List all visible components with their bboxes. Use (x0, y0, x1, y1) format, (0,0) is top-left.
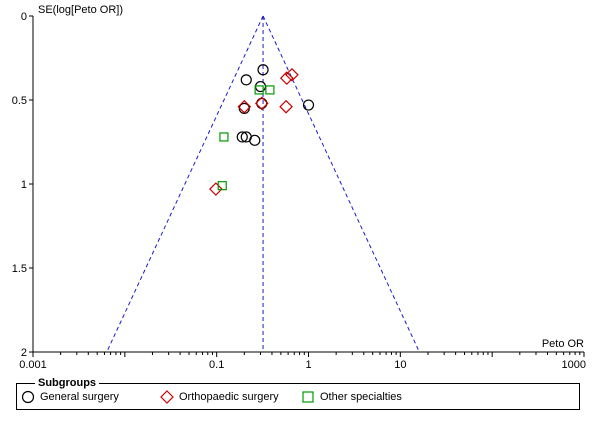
legend-item-general-surgery: General surgery (21, 390, 119, 404)
axes: 0 0.5 1 1.5 20.001 0.1 1 10 1000 (12, 11, 586, 371)
x-tick-label: 0.1 (209, 359, 224, 371)
legend-label: Orthopaedic surgery (179, 391, 279, 403)
diamond-marker-icon (160, 390, 174, 404)
data-point-square (217, 181, 227, 191)
circle-marker-icon (21, 390, 35, 404)
data-point-diamond (209, 182, 223, 196)
funnel-plot: 0 0.5 1 1.5 20.001 0.1 1 10 1000 SE(log[Peto OR]… (12, 4, 586, 371)
y-tick-label: 1 (21, 179, 27, 191)
y-tick-label: 0 (21, 11, 27, 23)
data-point-circle (236, 131, 248, 143)
data-point-square (254, 85, 264, 95)
funnel-right-limit (262, 15, 420, 353)
data-point-square (265, 85, 275, 95)
data-point-circle (302, 99, 315, 111)
legend-item-other-specialties: Other specialties (301, 390, 402, 404)
data-point-circle (249, 134, 261, 146)
funnel (106, 15, 420, 353)
y-tick-label: 0.5 (12, 95, 27, 107)
x-tick-label: 1000 (562, 359, 586, 371)
legend-title: Subgroups (35, 376, 100, 390)
square-marker-icon (302, 391, 314, 403)
data-point-diamond (237, 99, 252, 114)
y-tick-label: 1.5 (12, 263, 27, 275)
x-tick-label: 0.001 (19, 359, 47, 371)
legend-label: General surgery (40, 391, 119, 403)
data-point-circle (240, 74, 252, 86)
legend: Subgroups General surgery Orthopaedic su… (16, 376, 580, 410)
x-tick-label: 1 (305, 359, 311, 371)
data-point-diamond (279, 71, 294, 86)
legend-label: Other specialties (320, 391, 402, 403)
data-point-square (219, 132, 229, 142)
data-point-diamond (254, 96, 269, 111)
x-tick-label: 10 (394, 359, 406, 371)
funnel-left-limit (106, 15, 264, 353)
data-point-circle (254, 80, 267, 93)
data-point-diamond (279, 99, 293, 114)
data-points (209, 64, 315, 196)
data-point-circle (256, 97, 268, 109)
x-axis-label: Peto OR (542, 338, 584, 350)
data-point-circle (257, 64, 269, 76)
y-tick-label: 2 (21, 347, 27, 359)
y-axis-label: SE(log[Peto OR]) (38, 4, 123, 16)
legend-item-orthopaedic-surgery: Orthopaedic surgery (160, 390, 279, 404)
